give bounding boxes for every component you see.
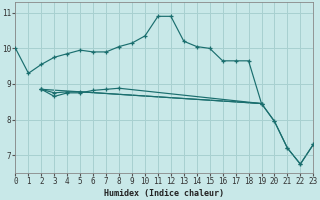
X-axis label: Humidex (Indice chaleur): Humidex (Indice chaleur) — [104, 189, 224, 198]
